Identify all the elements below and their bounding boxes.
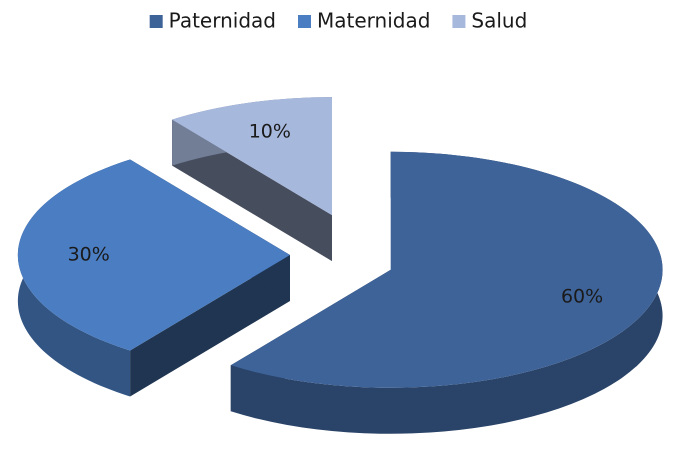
legend: Paternidad Maternidad Salud: [149, 9, 527, 33]
legend-text: Maternidad: [317, 9, 430, 33]
slice: [17, 159, 290, 351]
slice-wall: [230, 151, 663, 434]
slice: [230, 151, 663, 388]
legend-swatch: [452, 15, 466, 28]
legend-swatch: [298, 15, 312, 28]
pie: [17, 97, 663, 434]
legend-swatch: [149, 15, 163, 28]
slice: [172, 97, 332, 216]
value-label: 60%: [561, 285, 603, 307]
value-label: 30%: [68, 244, 110, 266]
value-label: 10%: [249, 121, 291, 143]
slice: [230, 151, 663, 434]
value-labels: 60% 30% 10%: [68, 121, 604, 308]
slice-side: [130, 255, 290, 397]
slice: [17, 159, 290, 397]
legend-text: Paternidad: [169, 9, 276, 33]
legend-text: Salud: [471, 9, 527, 33]
slice: [172, 97, 332, 262]
